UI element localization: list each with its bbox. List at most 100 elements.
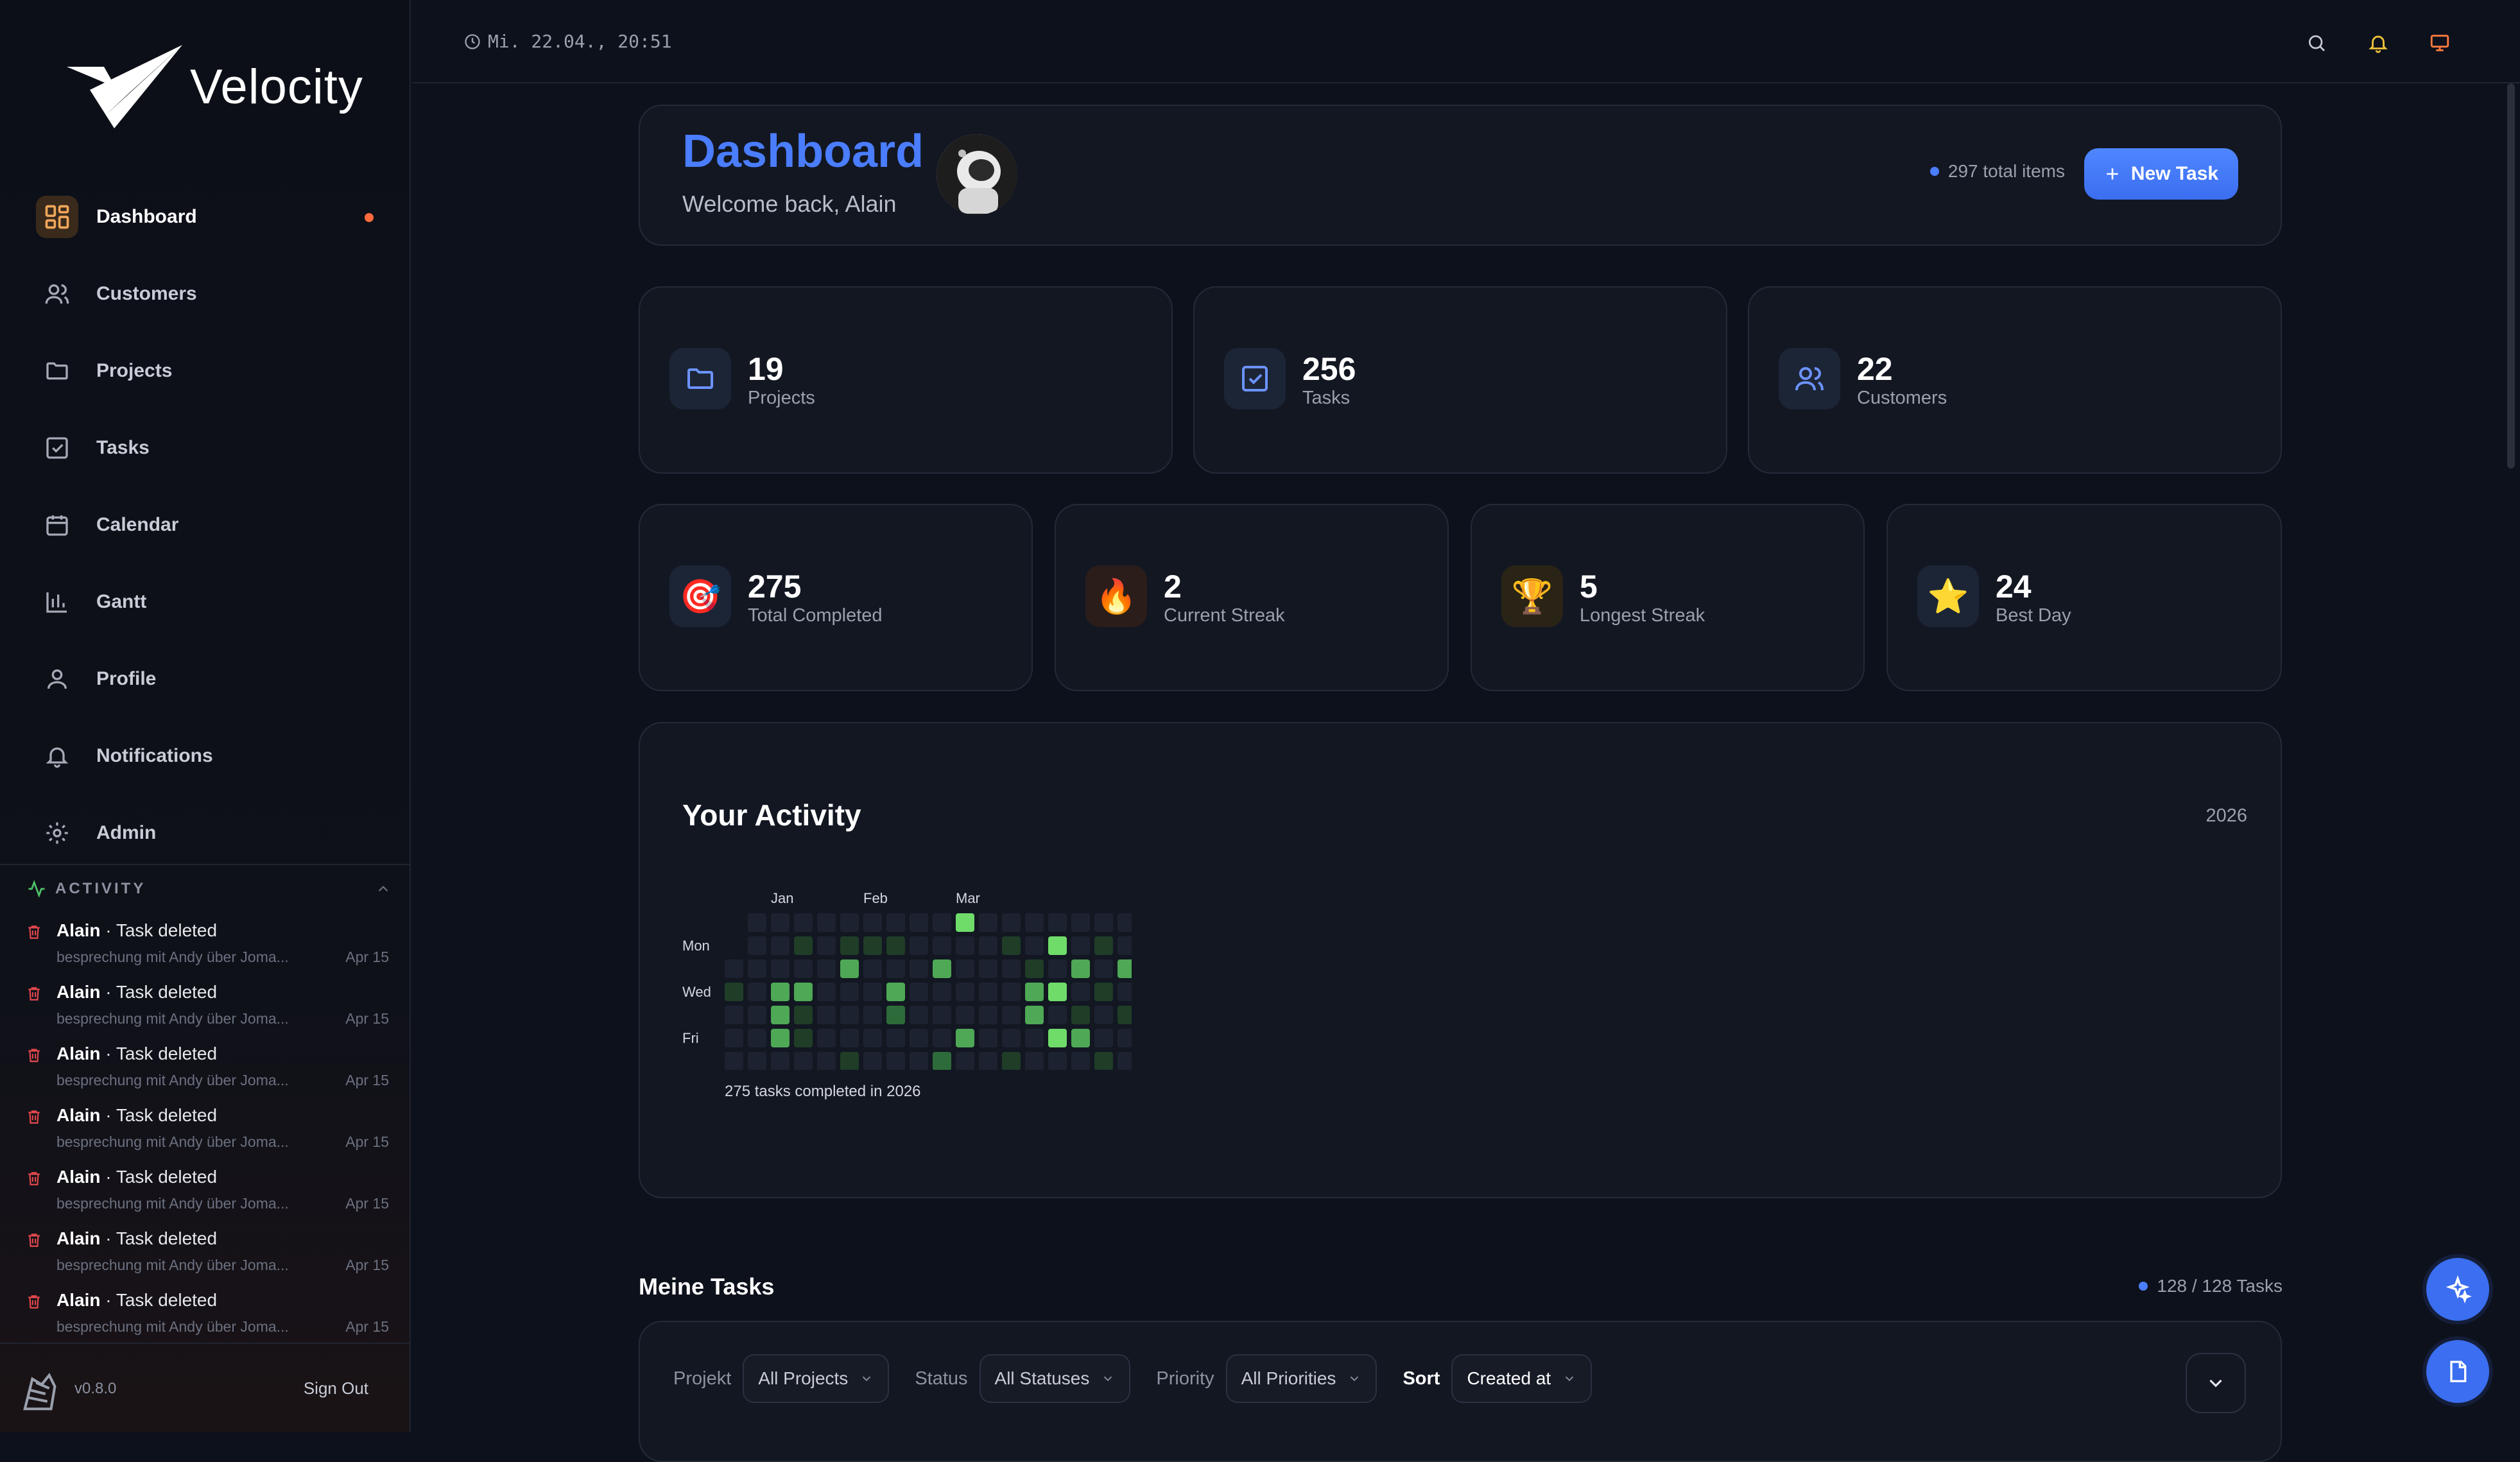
heatmap-cell[interactable]	[748, 936, 766, 955]
heatmap-cell[interactable]	[817, 1006, 836, 1024]
heatmap-cell[interactable]	[1025, 959, 1044, 978]
heatmap-cell[interactable]	[1071, 959, 1090, 978]
heatmap-cell[interactable]	[956, 1029, 974, 1047]
heatmap-cell[interactable]	[933, 936, 951, 955]
heatmap-cell[interactable]	[1071, 983, 1090, 1001]
heatmap-cell[interactable]	[817, 959, 836, 978]
heatmap-cell[interactable]	[748, 959, 766, 978]
heatmap-cell[interactable]	[794, 913, 813, 932]
heatmap-cell[interactable]	[933, 983, 951, 1001]
activity-item[interactable]: Alain · Task deleted besprechung mit And…	[26, 981, 392, 1042]
heatmap-cell[interactable]	[1048, 1006, 1067, 1024]
heatmap-cell[interactable]	[1025, 913, 1044, 932]
heatmap-cell[interactable]	[910, 936, 928, 955]
heatmap-cell[interactable]	[863, 913, 882, 932]
heatmap-cell[interactable]	[886, 1006, 905, 1024]
activity-item[interactable]: Alain · Task deleted besprechung mit And…	[26, 1289, 392, 1350]
project-filter-select[interactable]: All Projects	[743, 1354, 890, 1403]
heatmap-cell[interactable]	[1002, 1052, 1021, 1070]
heatmap-cell[interactable]	[840, 959, 859, 978]
heatmap-cell[interactable]	[933, 1006, 951, 1024]
heatmap-cell[interactable]	[748, 913, 766, 932]
notes-button[interactable]	[2426, 1340, 2489, 1403]
stat-card-best-day[interactable]: ⭐ 24 Best Day	[1886, 504, 2282, 691]
new-task-button[interactable]: New Task	[2084, 148, 2238, 200]
activity-item[interactable]: Alain · Task deleted besprechung mit And…	[26, 1227, 392, 1289]
sidebar-item-dashboard[interactable]: Dashboard	[33, 185, 393, 249]
activity-item[interactable]: Alain · Task deleted besprechung mit And…	[26, 1104, 392, 1165]
heatmap-cell[interactable]	[771, 913, 790, 932]
stat-card-current-streak[interactable]: 🔥 2 Current Streak	[1055, 504, 1449, 691]
heatmap-cell[interactable]	[886, 936, 905, 955]
heatmap-cell[interactable]	[933, 959, 951, 978]
heatmap-cell[interactable]	[1071, 1029, 1090, 1047]
heatmap-cell[interactable]	[956, 913, 974, 932]
stat-card-total-completed[interactable]: 🎯 275 Total Completed	[639, 504, 1033, 691]
heatmap-cell[interactable]	[886, 983, 905, 1001]
heatmap-cell[interactable]	[1002, 936, 1021, 955]
heatmap-cell[interactable]	[794, 959, 813, 978]
activity-header[interactable]: ACTIVITY	[27, 879, 392, 899]
heatmap-cell[interactable]	[910, 1006, 928, 1024]
heatmap-cell[interactable]	[840, 1006, 859, 1024]
heatmap-cell[interactable]	[1118, 913, 1132, 932]
heatmap-cell[interactable]	[933, 913, 951, 932]
heatmap-cell[interactable]	[748, 1052, 766, 1070]
heatmap-cell[interactable]	[863, 1029, 882, 1047]
notifications-button[interactable]	[2356, 21, 2401, 65]
heatmap-cell[interactable]	[933, 1052, 951, 1070]
heatmap-cell[interactable]	[840, 1052, 859, 1070]
heatmap-cell[interactable]	[1048, 913, 1067, 932]
heatmap-cell[interactable]	[725, 1006, 743, 1024]
heatmap-cell[interactable]	[886, 959, 905, 978]
status-filter-select[interactable]: All Statuses	[979, 1354, 1131, 1403]
search-button[interactable]	[2294, 21, 2339, 65]
heatmap-cell[interactable]	[956, 983, 974, 1001]
heatmap-cell[interactable]	[863, 983, 882, 1001]
heatmap-cell[interactable]	[1118, 1006, 1132, 1024]
heatmap-cell[interactable]	[1048, 936, 1067, 955]
chevron-up-icon[interactable]	[375, 881, 392, 897]
activity-item[interactable]: Alain · Task deleted besprechung mit And…	[26, 919, 392, 981]
heatmap-cell[interactable]	[1048, 1052, 1067, 1070]
heatmap-cell[interactable]	[1025, 1052, 1044, 1070]
heatmap-cell[interactable]	[1002, 913, 1021, 932]
heatmap-cell[interactable]	[817, 1052, 836, 1070]
heatmap-cell[interactable]	[840, 936, 859, 955]
heatmap-cell[interactable]	[840, 1029, 859, 1047]
sign-out-button[interactable]: Sign Out	[303, 1379, 368, 1398]
stat-card-projects[interactable]: 19 Projects	[639, 286, 1173, 474]
heatmap-cell[interactable]	[1048, 1029, 1067, 1047]
avatar[interactable]	[936, 134, 1017, 215]
heatmap-cell[interactable]	[1048, 983, 1067, 1001]
heatmap-cell[interactable]	[748, 1006, 766, 1024]
heatmap-cell[interactable]	[771, 936, 790, 955]
heatmap-cell[interactable]	[1094, 983, 1113, 1001]
heatmap-cell[interactable]	[817, 1029, 836, 1047]
heatmap-cell[interactable]	[956, 936, 974, 955]
heatmap-cell[interactable]	[771, 1029, 790, 1047]
heatmap-cell[interactable]	[725, 983, 743, 1001]
heatmap-cell[interactable]	[771, 983, 790, 1001]
heatmap-cell[interactable]	[1118, 1029, 1132, 1047]
heatmap-cell[interactable]	[840, 983, 859, 1001]
stat-card-customers[interactable]: 22 Customers	[1748, 286, 2282, 474]
heatmap-cell[interactable]	[771, 1052, 790, 1070]
heatmap-cell[interactable]	[1002, 983, 1021, 1001]
heatmap-cell[interactable]	[956, 1006, 974, 1024]
sidebar-item-admin[interactable]: Admin	[33, 801, 393, 865]
heatmap-cell[interactable]	[1002, 1006, 1021, 1024]
app-logo[interactable]: Velocity	[64, 45, 363, 128]
heatmap-cell[interactable]	[863, 936, 882, 955]
heatmap-cell[interactable]	[1025, 983, 1044, 1001]
sidebar-item-projects[interactable]: Projects	[33, 339, 393, 403]
heatmap-cell[interactable]	[979, 1006, 997, 1024]
heatmap-cell[interactable]	[771, 1006, 790, 1024]
heatmap-cell[interactable]	[1118, 1052, 1132, 1070]
heatmap-cell[interactable]	[771, 959, 790, 978]
sort-select[interactable]: Created at	[1451, 1354, 1592, 1403]
heatmap-cell[interactable]	[748, 983, 766, 1001]
sidebar-item-tasks[interactable]: Tasks	[33, 416, 393, 480]
heatmap-cell[interactable]	[886, 1029, 905, 1047]
heatmap-cell[interactable]	[840, 913, 859, 932]
